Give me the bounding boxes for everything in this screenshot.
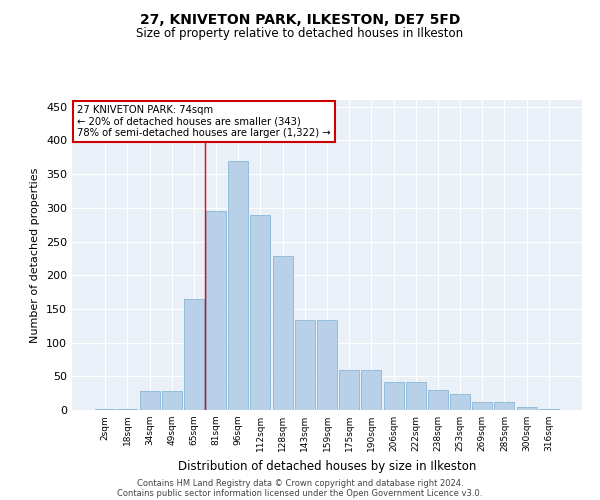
Bar (406, 382, 426, 410)
Bar (95, 408, 115, 410)
Bar (228, 160, 248, 410)
Bar (317, 320, 337, 410)
Text: Contains public sector information licensed under the Open Government Licence v3: Contains public sector information licen… (118, 488, 482, 498)
Bar (517, 406, 536, 410)
Bar (450, 394, 470, 410)
Bar (428, 390, 448, 410)
Bar (472, 402, 492, 410)
Bar (339, 370, 359, 410)
Bar (184, 299, 204, 410)
Y-axis label: Number of detached properties: Number of detached properties (31, 168, 40, 342)
Bar (206, 211, 226, 410)
Bar (383, 382, 404, 410)
Text: 27 KNIVETON PARK: 74sqm
← 20% of detached houses are smaller (343)
78% of semi-d: 27 KNIVETON PARK: 74sqm ← 20% of detache… (77, 104, 331, 138)
Bar (250, 214, 271, 410)
Bar (361, 370, 382, 410)
X-axis label: Distribution of detached houses by size in Ilkeston: Distribution of detached houses by size … (178, 460, 476, 472)
Bar (494, 402, 514, 410)
Text: Contains HM Land Registry data © Crown copyright and database right 2024.: Contains HM Land Registry data © Crown c… (137, 478, 463, 488)
Text: 27, KNIVETON PARK, ILKESTON, DE7 5FD: 27, KNIVETON PARK, ILKESTON, DE7 5FD (140, 12, 460, 26)
Bar (162, 391, 182, 410)
Bar (539, 408, 559, 410)
Bar (140, 391, 160, 410)
Bar (118, 408, 137, 410)
Text: Size of property relative to detached houses in Ilkeston: Size of property relative to detached ho… (136, 28, 464, 40)
Bar (295, 320, 315, 410)
Bar (272, 256, 293, 410)
